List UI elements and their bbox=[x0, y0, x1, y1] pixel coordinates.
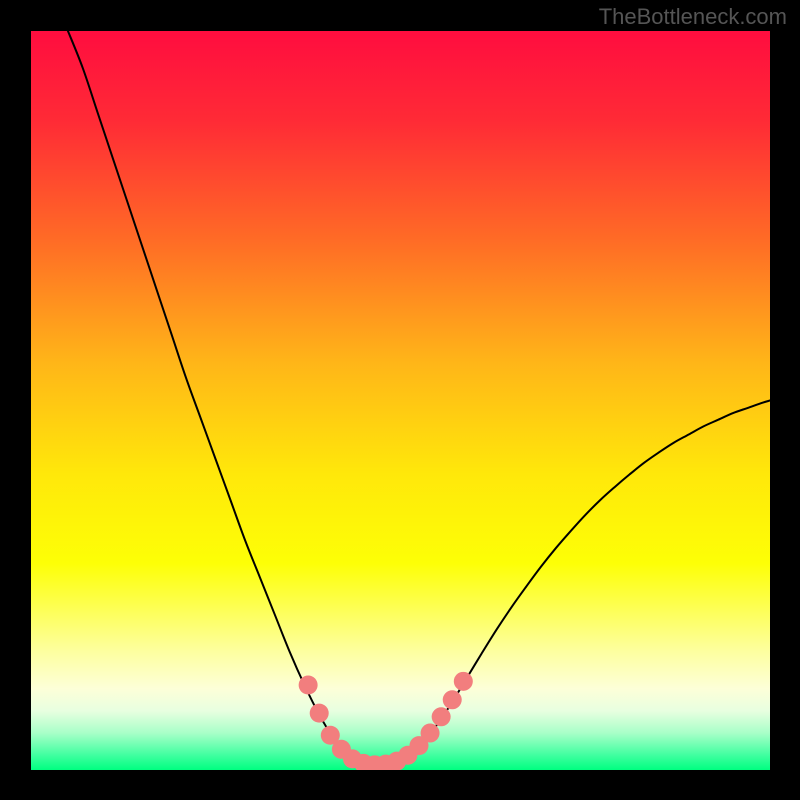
marker-dot bbox=[454, 672, 473, 691]
marker-dot bbox=[432, 707, 451, 726]
bottleneck-curve bbox=[68, 31, 770, 765]
marker-dot bbox=[310, 704, 329, 723]
marker-dot bbox=[443, 690, 462, 709]
marker-dot bbox=[299, 676, 318, 695]
curve-layer bbox=[31, 31, 770, 770]
marker-group bbox=[299, 672, 473, 770]
chart-container: TheBottleneck.com bbox=[0, 0, 800, 800]
attribution-label: TheBottleneck.com bbox=[599, 4, 787, 30]
plot-area bbox=[31, 31, 770, 770]
marker-dot bbox=[421, 724, 440, 743]
